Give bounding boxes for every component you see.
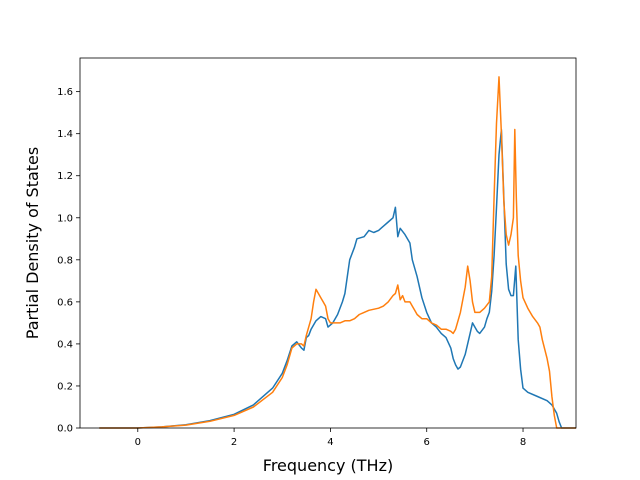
- y-tick-label: 1.2: [57, 171, 73, 182]
- plot-frame: [79, 57, 577, 429]
- y-tick-label: 0.6: [57, 297, 73, 308]
- y-tick-label: 1.4: [57, 129, 73, 140]
- x-tick-label: 4: [327, 437, 333, 448]
- x-axis-label: Frequency (THz): [263, 456, 393, 475]
- x-tick-label: 6: [424, 437, 430, 448]
- series-line-2: [99, 76, 576, 429]
- y-tick-label: 0.2: [57, 381, 73, 392]
- y-tick-label: 1.6: [57, 87, 73, 98]
- x-tick-label: 0: [135, 437, 141, 448]
- x-ticks: 0 2 4 6 8: [135, 428, 526, 448]
- y-ticks: 0.0 0.2 0.4 0.6 0.8 1.0 1.2 1.4 1.6: [57, 87, 80, 435]
- y-tick-label: 1.0: [57, 213, 73, 224]
- y-tick-label: 0.4: [57, 339, 73, 350]
- x-tick-label: 2: [231, 437, 237, 448]
- y-tick-label: 0.0: [57, 424, 73, 435]
- x-tick-label: 8: [520, 437, 526, 448]
- y-axis-label: Partial Density of States: [23, 147, 42, 339]
- y-tick-label: 0.8: [57, 255, 73, 266]
- series-layer: [99, 76, 576, 429]
